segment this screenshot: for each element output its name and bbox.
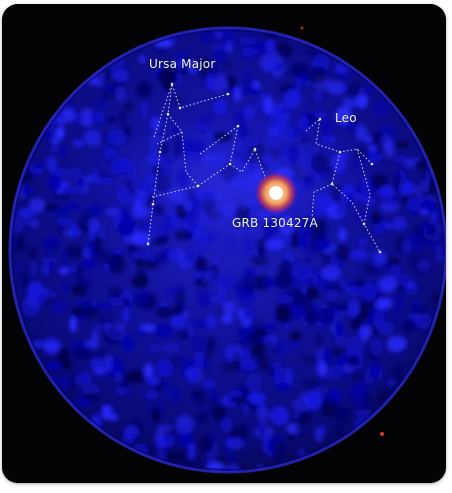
label-leo: Leo [335,111,357,125]
label-ursa-major: Ursa Major [149,57,216,71]
label-grb-130427a: GRB 130427A [232,216,318,230]
sky-map-card: Ursa Major Leo GRB 130427A [2,4,446,483]
all-sky-gamma-ray-map [2,4,446,483]
star-points [146,82,382,254]
grb-130427a-burst [254,171,298,215]
constellation-leo [305,117,381,253]
